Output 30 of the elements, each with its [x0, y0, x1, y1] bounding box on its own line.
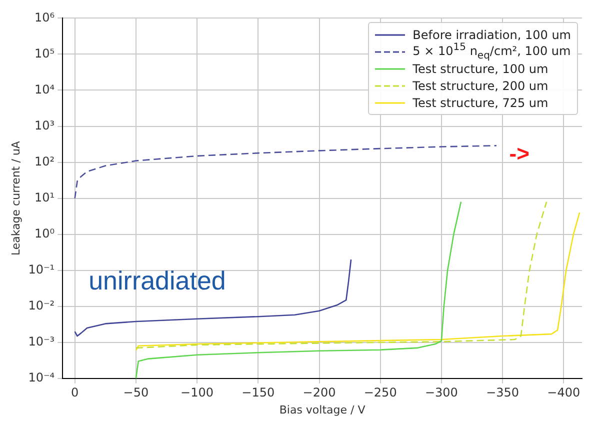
line-series	[74, 144, 498, 199]
y-tick-label: 10⁰	[34, 226, 55, 240]
x-tick-label: −300	[424, 386, 458, 400]
legend-label: Before irradiation, 100 um	[412, 28, 571, 42]
x-axis-title: Bias voltage / V	[279, 403, 366, 416]
y-tick-label: 10⁵	[34, 46, 55, 60]
y-tick-label: 10⁻³	[28, 334, 55, 349]
y-tick-label: 10²	[34, 154, 55, 168]
legend-label: Test structure, 100 um	[412, 62, 548, 76]
y-tick-label: 10⁻²	[28, 298, 55, 312]
y-tick-label: 10⁶	[34, 10, 55, 24]
legend-label: Test structure, 725 um	[412, 96, 548, 110]
y-tick-label: 10⁻¹	[28, 262, 55, 276]
legend-label: 5 × 10$^{15}$ n$_{eq}$/cm², 100 um	[412, 42, 571, 62]
y-tick-label: 10⁴	[34, 82, 55, 96]
y-axis-title: Leakage current / uA	[9, 140, 22, 256]
x-tick-label: −200	[302, 386, 336, 400]
x-tick-label: −400	[547, 386, 580, 400]
x-tick-label: −150	[242, 386, 275, 400]
y-tick-label: 10¹	[34, 190, 55, 204]
x-tick-label: −50	[123, 386, 149, 400]
legend-label: Test structure, 200 um	[412, 78, 548, 93]
x-tick-label: −350	[486, 386, 520, 400]
x-tick-label: 0	[71, 386, 79, 400]
y-tick-label: 10³	[34, 118, 55, 132]
x-tick-label: −100	[180, 386, 214, 400]
x-tick-label: −250	[364, 386, 397, 400]
annotation: unirradiated	[88, 266, 226, 296]
annotation: ->	[509, 140, 530, 166]
y-tick-label: 10⁻⁴	[28, 370, 55, 385]
